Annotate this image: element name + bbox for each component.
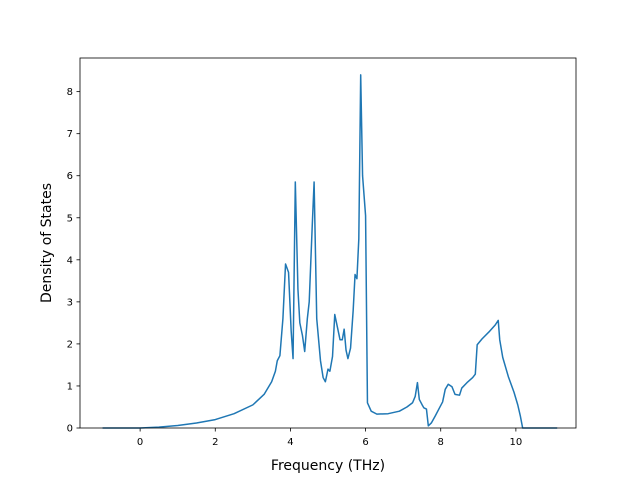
y-tick-label: 3 <box>67 297 73 308</box>
y-tick-label: 2 <box>67 339 73 350</box>
y-tick-label: 4 <box>67 255 73 266</box>
dos-series-line <box>102 74 558 429</box>
x-axis-ticks: 0 2 4 6 8 10 <box>137 428 522 448</box>
plot-area <box>80 58 576 428</box>
x-tick-label: 10 <box>510 437 523 448</box>
y-tick-label: 8 <box>67 87 73 98</box>
x-axis-label: Frequency (THz) <box>271 458 385 474</box>
x-tick-label: 8 <box>438 437 444 448</box>
y-axis-ticks: 0 1 2 3 4 5 6 7 8 <box>67 87 80 435</box>
x-tick-label: 0 <box>137 437 143 448</box>
x-tick-label: 2 <box>212 437 218 448</box>
y-tick-label: 6 <box>67 171 73 182</box>
y-tick-label: 7 <box>67 129 73 140</box>
y-axis-label: Density of States <box>39 183 55 303</box>
x-tick-label: 6 <box>362 437 368 448</box>
x-tick-label: 4 <box>287 437 293 448</box>
y-tick-label: 0 <box>67 424 73 435</box>
plot-frame <box>79 57 577 429</box>
y-tick-label: 5 <box>67 213 73 224</box>
y-tick-label: 1 <box>67 381 73 392</box>
